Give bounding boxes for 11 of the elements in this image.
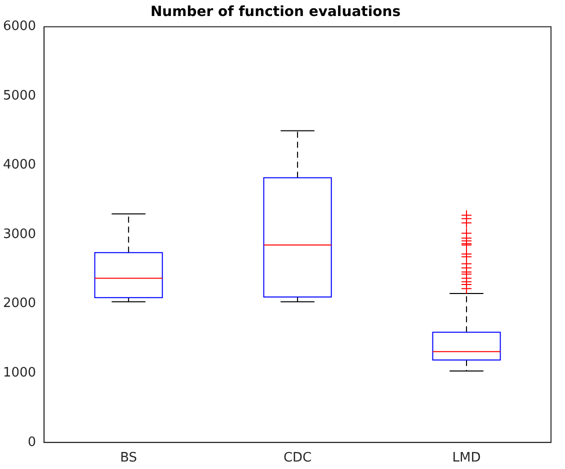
x-tick-label: LMD bbox=[452, 450, 481, 466]
y-tick-label: 2000 bbox=[2, 296, 36, 312]
y-tick-label: 6000 bbox=[2, 19, 36, 34]
y-tick-label: 1000 bbox=[2, 366, 36, 381]
x-tick-label: CDC bbox=[283, 450, 312, 466]
y-tick-label: 0 bbox=[28, 434, 36, 450]
x-tick-label: BS bbox=[120, 450, 138, 466]
y-tick-label: 3000 bbox=[2, 226, 36, 242]
chart-title: Number of function evaluations bbox=[150, 4, 401, 20]
y-tick-label: 5000 bbox=[2, 88, 36, 104]
y-tick-label: 4000 bbox=[2, 158, 36, 173]
